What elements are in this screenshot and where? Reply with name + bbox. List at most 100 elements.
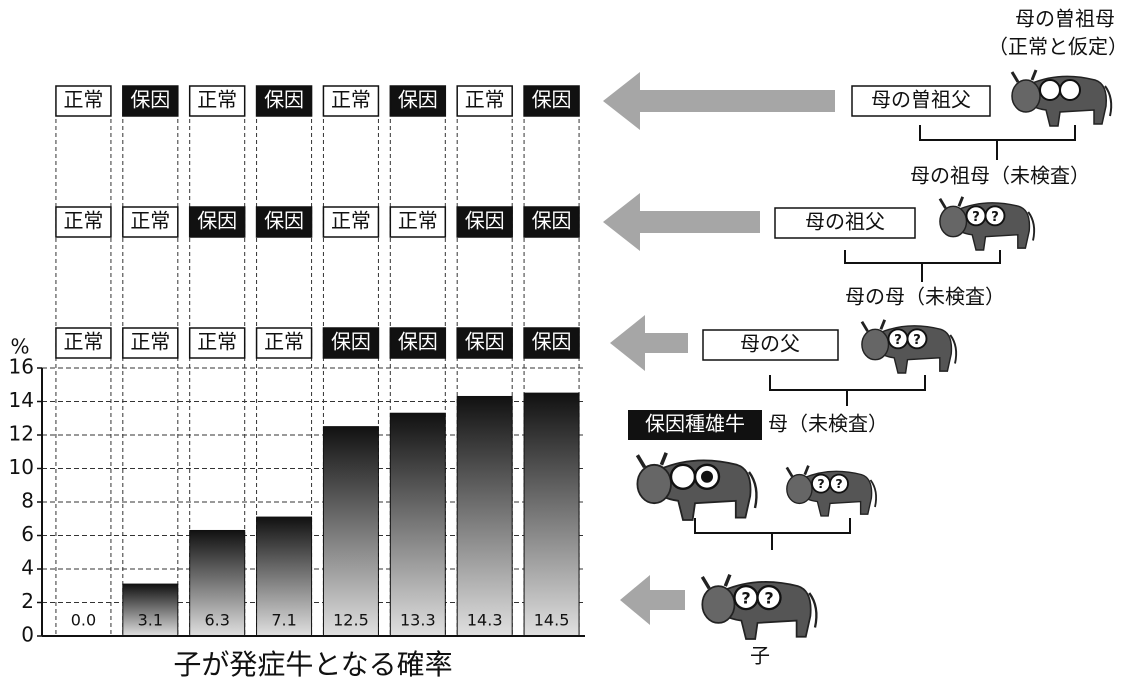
value-label: 13.3 — [400, 611, 436, 630]
cow-horn — [938, 196, 965, 209]
arrows — [603, 72, 835, 625]
label: 母の祖母（未検査） — [910, 164, 1090, 188]
label-box — [702, 329, 839, 361]
status-label: 保因 — [264, 88, 304, 112]
y-tick-label: 2 — [21, 589, 34, 613]
cow — [635, 452, 758, 521]
status-label: 保因 — [264, 209, 304, 233]
status-label: 正常 — [197, 88, 237, 112]
arrow — [603, 72, 835, 130]
unknown-mark: ? — [894, 333, 902, 348]
value-label: 6.3 — [204, 611, 229, 630]
cow: ?? — [938, 196, 1036, 251]
value-label: 7.1 — [271, 611, 296, 630]
unknown-mark: ? — [835, 476, 842, 491]
bar — [322, 426, 379, 637]
status-label: 正常 — [197, 330, 237, 354]
eye — [1059, 79, 1081, 101]
unknown-mark: ? — [817, 476, 824, 491]
y-axis-label: % — [10, 335, 29, 359]
cow-head — [701, 585, 736, 624]
y-tick-label: 12 — [9, 422, 34, 446]
status-label: 正常 — [130, 330, 170, 354]
cow-head — [786, 473, 813, 505]
cow-head — [939, 205, 968, 238]
status-box — [456, 206, 513, 238]
status-box — [389, 206, 447, 238]
cow-tail — [1104, 85, 1113, 117]
status-label: 正常 — [264, 330, 304, 354]
status-label: 正常 — [63, 330, 103, 354]
cow-tail — [808, 592, 818, 628]
status-box — [55, 206, 112, 238]
bar — [456, 395, 513, 637]
status-box — [188, 206, 246, 238]
bracket — [769, 375, 926, 406]
status-label: 保因 — [331, 330, 371, 354]
status-label: 保因 — [532, 88, 572, 112]
cow — [1010, 69, 1113, 127]
status-box — [255, 327, 313, 359]
cow-tail — [1027, 211, 1036, 241]
status-label: 正常 — [331, 209, 371, 233]
status-box — [389, 85, 447, 117]
label-box — [774, 207, 916, 239]
arrow — [603, 193, 760, 251]
arrow — [610, 315, 688, 371]
status-label: 保因 — [532, 330, 572, 354]
bar — [256, 516, 313, 637]
status-label: 保因 — [398, 330, 438, 354]
label: 母の祖父 — [805, 210, 885, 234]
unknown-mark: ? — [764, 588, 773, 607]
label: 保因種雄牛 — [645, 412, 745, 436]
eye — [669, 463, 697, 491]
pedigree-lines — [694, 125, 1076, 550]
eye-dot — [701, 470, 713, 483]
label: 子 — [750, 644, 770, 668]
cow: ?? — [785, 465, 877, 517]
cow-tail — [748, 471, 758, 509]
cow-head — [636, 463, 672, 505]
y-tick-label: 16 — [9, 355, 34, 379]
status-label: 正常 — [63, 209, 103, 233]
status-box — [322, 327, 380, 359]
status-box — [456, 85, 513, 117]
bracket — [694, 518, 851, 550]
label: 母の母（未検査） — [845, 285, 1005, 309]
status-box — [55, 327, 112, 359]
eye — [1039, 79, 1061, 101]
x-axis-label: 子が発症牛となる確率 — [173, 648, 452, 681]
status-box — [322, 206, 380, 238]
bar — [389, 412, 446, 637]
y-tick-label: 8 — [21, 489, 34, 513]
status-label: 保因 — [130, 88, 170, 112]
status-box — [523, 327, 580, 359]
status-box — [122, 206, 179, 238]
value-label: 14.3 — [467, 611, 503, 630]
eye — [756, 584, 782, 611]
status-label: 保因 — [465, 330, 505, 354]
status-box — [255, 206, 313, 238]
status-box — [55, 85, 112, 117]
status-label: 保因 — [197, 209, 237, 233]
status-box — [122, 327, 179, 359]
arrow — [620, 575, 685, 625]
value-label: 3.1 — [138, 611, 163, 630]
value-label: 12.5 — [333, 611, 369, 630]
cow-horn — [1010, 69, 1038, 83]
bracket — [919, 125, 1076, 160]
cow-head — [861, 328, 890, 361]
status-box — [389, 327, 447, 359]
cow: ?? — [700, 573, 818, 640]
y-tick-label: 0 — [21, 623, 34, 647]
status-label: 正常 — [130, 209, 170, 233]
label: 母の父 — [740, 332, 800, 356]
label-box — [851, 85, 991, 117]
cow-tail — [869, 479, 877, 508]
value-label: 0.0 — [71, 611, 96, 630]
cow-horn — [700, 573, 732, 590]
label: 母（未検査） — [768, 412, 888, 436]
cow-horn — [635, 452, 668, 469]
y-tick-label: 14 — [9, 388, 34, 412]
eye — [984, 205, 1006, 227]
